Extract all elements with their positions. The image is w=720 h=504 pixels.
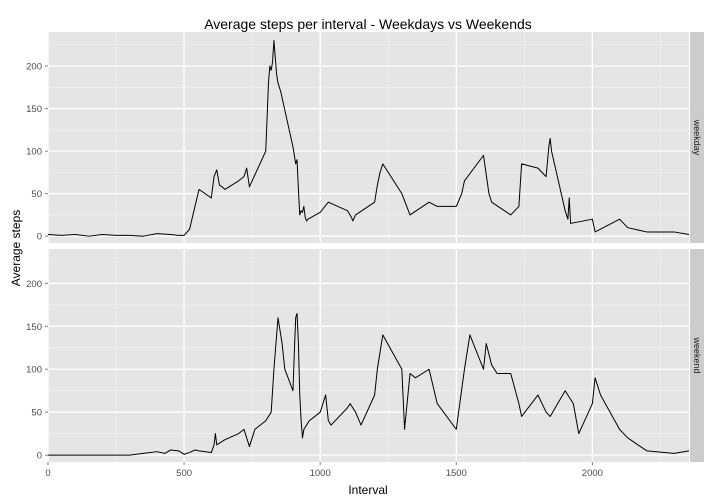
x-axis-title: Interval (348, 483, 387, 497)
y-tick-label: 100 (26, 365, 42, 376)
y-tick-label: 200 (26, 279, 42, 290)
x-tick-label: 1000 (310, 468, 331, 479)
series-line-weekend (48, 312, 690, 456)
panel-weekday: 0 50 100 150 200 weekday (26, 32, 704, 243)
y-tick-label: 150 (26, 322, 42, 333)
y-tick-label: 150 (26, 104, 42, 115)
x-tick-label: 500 (176, 468, 192, 479)
chart-title: Average steps per interval - Weekdays vs… (204, 16, 532, 32)
facet-strip (690, 32, 704, 243)
facet-strip-label: weekday (692, 119, 702, 156)
x-tick-label: 2000 (582, 468, 603, 479)
series-line-weekday (47, 40, 690, 237)
facet-panels: 0 50 100 150 200 weekday 0 50 100 150 200 weekend 0 5… (26, 32, 704, 479)
y-tick-label: 50 (31, 189, 42, 200)
panel-background (48, 32, 689, 243)
y-tick-label: 0 (37, 232, 42, 243)
panel-weekend: 0 50 100 150 200 weekend (26, 249, 704, 462)
x-tick-label: 1500 (446, 468, 467, 479)
facet-strip (690, 249, 704, 462)
y-tick-label: 100 (26, 147, 42, 158)
y-tick-label: 0 (37, 451, 42, 462)
facet-strip-label: weekend (692, 336, 702, 373)
y-tick-label: 200 (26, 62, 42, 73)
x-tick-label: 0 (45, 468, 50, 479)
y-axis-title: Average steps (9, 210, 23, 287)
y-tick-label: 50 (31, 408, 42, 419)
